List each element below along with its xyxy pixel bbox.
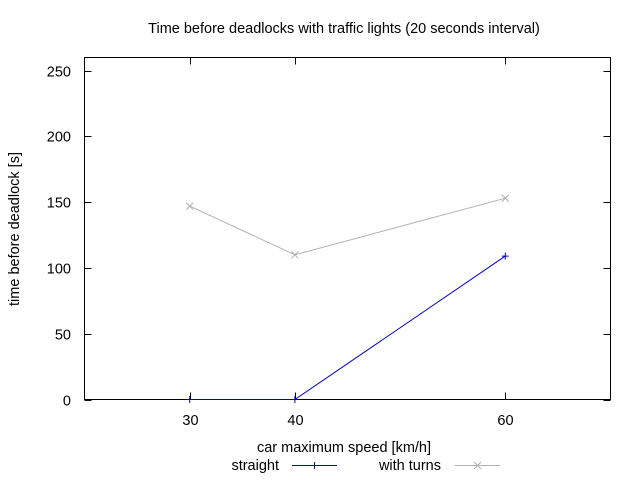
series-line <box>189 197 506 256</box>
data-point <box>186 396 194 403</box>
data-point <box>291 250 299 259</box>
plot-frame <box>84 57 611 400</box>
y-tick-label: 200 <box>47 130 71 146</box>
legend-item: with turns <box>378 458 500 474</box>
series-with-turns <box>185 194 510 259</box>
legend: straight with turns <box>231 458 500 474</box>
y-tick-label: 150 <box>47 196 71 212</box>
x-axis-label: car maximum speed [km/h] <box>257 440 431 456</box>
y-axis-label: time before deadlock [s] <box>7 152 23 306</box>
legend-swatch-marker <box>311 462 318 469</box>
y-axis: 0 50 100 150 200 250 <box>47 65 611 410</box>
y-tick-label: 50 <box>55 328 71 344</box>
legend-label: with turns <box>378 458 441 474</box>
x-tick-label: 60 <box>497 413 513 429</box>
y-tick-label: 0 <box>63 394 71 410</box>
series-straight <box>186 252 509 403</box>
y-tick-label: 250 <box>47 65 71 81</box>
data-point <box>291 396 299 403</box>
legend-item: straight <box>231 458 337 474</box>
data-point <box>501 194 510 203</box>
x-tick-label: 30 <box>182 413 198 429</box>
chart-title: Time before deadlocks with traffic light… <box>148 21 540 37</box>
data-point <box>501 252 509 260</box>
legend-label: straight <box>231 458 279 474</box>
series-layer <box>185 194 510 403</box>
y-tick-label: 100 <box>47 262 71 278</box>
x-axis: 30 40 60 <box>182 57 514 429</box>
legend-swatch-marker <box>473 461 482 470</box>
x-tick-label: 40 <box>287 413 303 429</box>
data-point <box>185 202 194 210</box>
series-line <box>189 255 506 400</box>
